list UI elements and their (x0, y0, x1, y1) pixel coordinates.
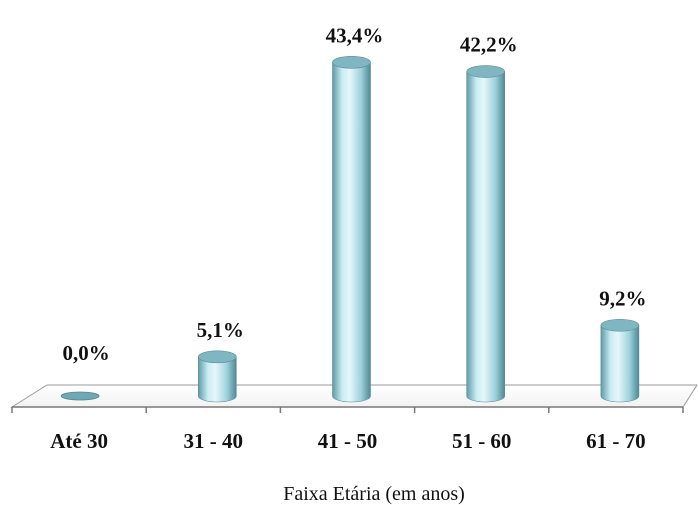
bar (600, 318, 640, 403)
category-label: 61 - 70 (586, 429, 646, 453)
bar (332, 56, 371, 403)
category-label: 31 - 40 (184, 429, 244, 453)
data-label: 42,2% (460, 33, 518, 57)
x-axis-title: Faixa Etária (em anos) (283, 483, 465, 505)
bar-top-cap (332, 56, 371, 69)
x-axis-ticks (11, 407, 684, 413)
bar-series (60, 56, 640, 403)
bar-zero-disk (60, 391, 100, 401)
bar-body (600, 324, 640, 403)
bar-top-cap (198, 350, 237, 364)
data-label: 9,2% (599, 286, 646, 310)
data-label: 5,1% (197, 318, 244, 342)
bar (198, 350, 237, 403)
data-labels: 0,0% 5,1% 43,4% 42,2% 9,2% (62, 23, 646, 365)
category-label: 51 - 60 (452, 429, 512, 453)
bar-top-cap (466, 65, 506, 78)
bar (60, 391, 100, 401)
bar (466, 65, 506, 403)
category-label: 41 - 50 (318, 429, 378, 453)
data-label: 43,4% (326, 23, 384, 47)
bar-top-cap (600, 318, 640, 332)
bar-body (332, 62, 371, 403)
bar-body (198, 356, 237, 403)
data-label: 0,0% (62, 341, 109, 365)
category-label: Até 30 (50, 429, 108, 453)
category-labels: Até 30 31 - 40 41 - 50 51 - 60 61 - 70 (50, 429, 645, 453)
bar-body (466, 71, 505, 403)
